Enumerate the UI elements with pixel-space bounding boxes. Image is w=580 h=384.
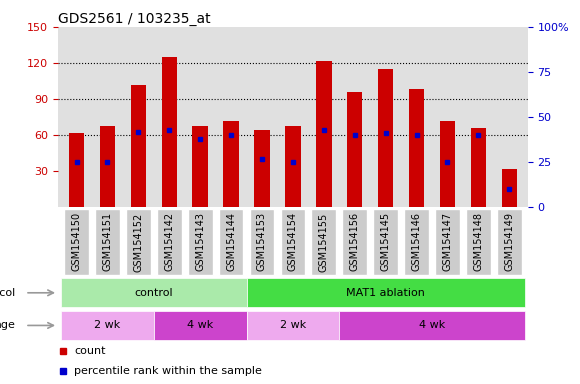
Bar — [69, 133, 84, 207]
Bar — [100, 126, 115, 207]
Bar — [219, 209, 244, 275]
Text: MAT1 ablation: MAT1 ablation — [346, 288, 425, 298]
Bar — [64, 209, 89, 275]
Bar — [130, 84, 146, 207]
Bar — [466, 209, 491, 275]
Bar — [342, 209, 367, 275]
Text: 2 wk: 2 wk — [95, 320, 121, 331]
Bar — [374, 209, 398, 275]
Text: percentile rank within the sample: percentile rank within the sample — [74, 366, 262, 376]
Text: GSM154148: GSM154148 — [473, 212, 483, 271]
Bar — [497, 209, 521, 275]
Bar — [126, 209, 151, 275]
Text: GSM154147: GSM154147 — [443, 212, 452, 271]
Bar — [61, 311, 154, 340]
Text: age: age — [0, 320, 16, 331]
Text: GSM154154: GSM154154 — [288, 212, 298, 271]
Bar — [188, 209, 212, 275]
Text: GSM154146: GSM154146 — [412, 212, 422, 271]
Bar — [162, 57, 177, 207]
Bar — [246, 278, 525, 308]
Bar — [409, 89, 424, 207]
Bar — [378, 69, 393, 207]
Text: 2 wk: 2 wk — [280, 320, 306, 331]
Bar — [502, 169, 517, 207]
Text: GSM154142: GSM154142 — [164, 212, 174, 271]
Text: count: count — [74, 346, 106, 356]
Bar — [311, 209, 336, 275]
Bar — [249, 209, 274, 275]
Bar — [154, 311, 246, 340]
Bar — [470, 128, 486, 207]
Text: GSM154150: GSM154150 — [71, 212, 82, 271]
Bar — [281, 209, 305, 275]
Bar — [440, 121, 455, 207]
Bar — [316, 61, 332, 207]
Bar — [404, 209, 429, 275]
Bar — [339, 311, 525, 340]
Bar — [61, 278, 246, 308]
Bar — [223, 121, 239, 207]
Text: GDS2561 / 103235_at: GDS2561 / 103235_at — [58, 12, 211, 26]
Text: GSM154151: GSM154151 — [103, 212, 113, 271]
Text: GSM154149: GSM154149 — [504, 212, 514, 271]
Text: GSM154145: GSM154145 — [380, 212, 390, 271]
Bar — [193, 126, 208, 207]
Text: control: control — [135, 288, 173, 298]
Text: GSM154143: GSM154143 — [195, 212, 205, 271]
Text: GSM154153: GSM154153 — [257, 212, 267, 271]
Text: 4 wk: 4 wk — [187, 320, 213, 331]
Text: GSM154155: GSM154155 — [319, 212, 329, 271]
Text: GSM154152: GSM154152 — [133, 212, 143, 271]
Bar — [157, 209, 182, 275]
Bar — [246, 311, 339, 340]
Text: protocol: protocol — [0, 288, 16, 298]
Bar — [285, 126, 300, 207]
Text: 4 wk: 4 wk — [419, 320, 445, 331]
Text: GSM154156: GSM154156 — [350, 212, 360, 271]
Text: GSM154144: GSM154144 — [226, 212, 236, 271]
Bar — [254, 130, 270, 207]
Bar — [347, 92, 362, 207]
Bar — [95, 209, 120, 275]
Bar — [435, 209, 460, 275]
